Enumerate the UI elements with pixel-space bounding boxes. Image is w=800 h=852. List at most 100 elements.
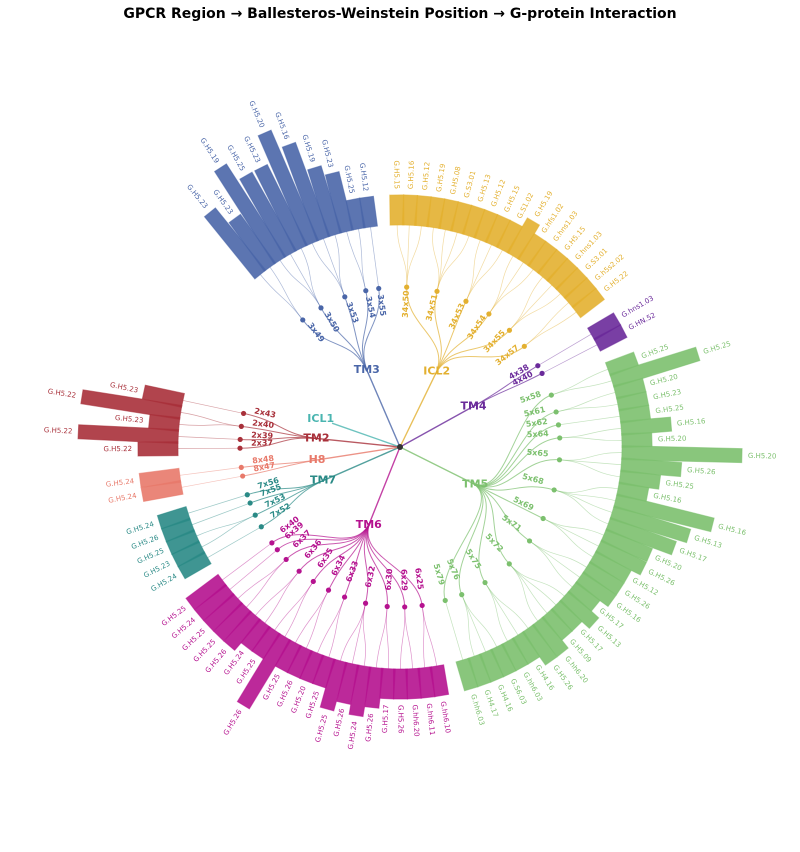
interaction-link — [270, 267, 303, 320]
region-label: TM2 — [303, 431, 329, 444]
interaction-link — [181, 412, 242, 426]
interaction-link — [543, 518, 604, 535]
position-link — [367, 521, 388, 606]
region-label: ICL2 — [423, 364, 450, 377]
interaction-link — [489, 269, 533, 314]
position-node — [541, 516, 546, 521]
region-link — [400, 447, 472, 483]
interaction-link — [323, 239, 344, 297]
interaction-link — [405, 607, 413, 669]
interaction-link — [182, 476, 243, 487]
interaction-label: G.H5.26 — [364, 712, 375, 742]
interaction-label: G.H5.25 — [702, 340, 732, 356]
interaction-link — [180, 467, 241, 475]
interaction-label: G.H5.12 — [358, 163, 370, 192]
interaction-link — [422, 605, 437, 665]
interaction-link — [306, 590, 328, 648]
interaction-label: G.H5.16 — [677, 417, 707, 427]
position-node — [443, 598, 448, 603]
position-node — [318, 305, 323, 310]
interaction-link — [524, 303, 568, 347]
position-label: 6x34 — [329, 553, 347, 577]
interaction-link — [554, 490, 615, 501]
position-node — [342, 594, 347, 599]
interaction-label: G.H5.24 — [105, 477, 135, 489]
interaction-label: G.H5.26 — [130, 533, 160, 551]
interaction-link — [178, 437, 240, 440]
position-label: 5x71 — [500, 513, 523, 533]
interaction-link — [238, 559, 286, 598]
position-label: 3x53 — [344, 301, 360, 325]
interaction-label: G.H5.16 — [273, 111, 291, 141]
interaction-link — [230, 550, 278, 590]
interaction-link — [312, 243, 345, 297]
interaction-label: G.S3.01 — [463, 170, 478, 199]
position-node — [486, 311, 491, 316]
position-label: 34x50 — [401, 290, 411, 318]
position-node — [245, 492, 250, 497]
interaction-link — [358, 229, 365, 291]
position-node — [311, 579, 316, 584]
position-node — [237, 446, 242, 451]
position-label: 5x72 — [483, 532, 505, 554]
interaction-link — [222, 543, 272, 580]
position-node — [275, 547, 280, 552]
position-node — [463, 299, 468, 304]
interaction-link — [208, 527, 262, 558]
interaction-link — [265, 571, 299, 623]
interaction-link — [558, 416, 619, 425]
region-label: ICL1 — [307, 412, 334, 425]
position-label: 5x65 — [526, 448, 549, 459]
position-label: 5x76 — [445, 557, 462, 581]
region-link — [321, 447, 400, 459]
interaction-link — [524, 312, 576, 346]
position-node — [554, 409, 559, 414]
interaction-label: G.H5.17 — [381, 704, 390, 733]
interaction-link — [290, 254, 321, 308]
interaction-link — [462, 595, 497, 647]
position-node — [420, 603, 425, 608]
interaction-link — [485, 583, 528, 629]
interaction-label: G.H4.17 — [483, 689, 500, 719]
position-label: 3x54 — [364, 296, 378, 320]
interaction-bar — [138, 442, 178, 456]
interaction-label: G.H5.20 — [247, 100, 266, 129]
region-label: TM5 — [462, 478, 488, 491]
interaction-label: G.H5.23 — [109, 381, 139, 395]
position-label: 5x64 — [527, 429, 550, 439]
interaction-label: G.H5.12 — [421, 161, 432, 190]
interaction-link — [407, 225, 410, 287]
interaction-label: G.H5.25 — [304, 690, 321, 720]
interaction-link — [192, 503, 250, 525]
interaction-label: G.H5.20 — [748, 452, 777, 461]
interaction-link — [387, 606, 389, 668]
interaction-link — [509, 285, 551, 330]
interaction-label: G.H5.23 — [115, 414, 144, 425]
interaction-link — [260, 274, 302, 319]
interaction-link — [509, 277, 542, 330]
interaction-link — [489, 256, 513, 314]
interaction-label: G.H5.23 — [652, 388, 682, 401]
position-label: 3x49 — [306, 321, 327, 344]
interaction-link — [433, 228, 439, 292]
interaction-link — [183, 400, 244, 413]
region-link — [400, 375, 435, 447]
position-node — [552, 487, 557, 492]
position-label: 34x51 — [424, 293, 439, 322]
position-node — [253, 513, 258, 518]
position-label: 34x53 — [447, 302, 467, 331]
interaction-link — [509, 564, 556, 605]
interaction-link — [538, 334, 591, 365]
interaction-link — [466, 245, 492, 301]
position-node — [507, 328, 512, 333]
position-node — [557, 457, 562, 462]
interaction-link — [255, 571, 299, 615]
interaction-link — [400, 607, 404, 669]
interaction-link — [530, 541, 587, 567]
interaction-link — [347, 232, 366, 291]
position-label: 6x32 — [364, 565, 377, 588]
interaction-link — [560, 438, 622, 441]
interaction-label: G.H5.22 — [47, 387, 76, 399]
interaction-link — [542, 345, 597, 374]
